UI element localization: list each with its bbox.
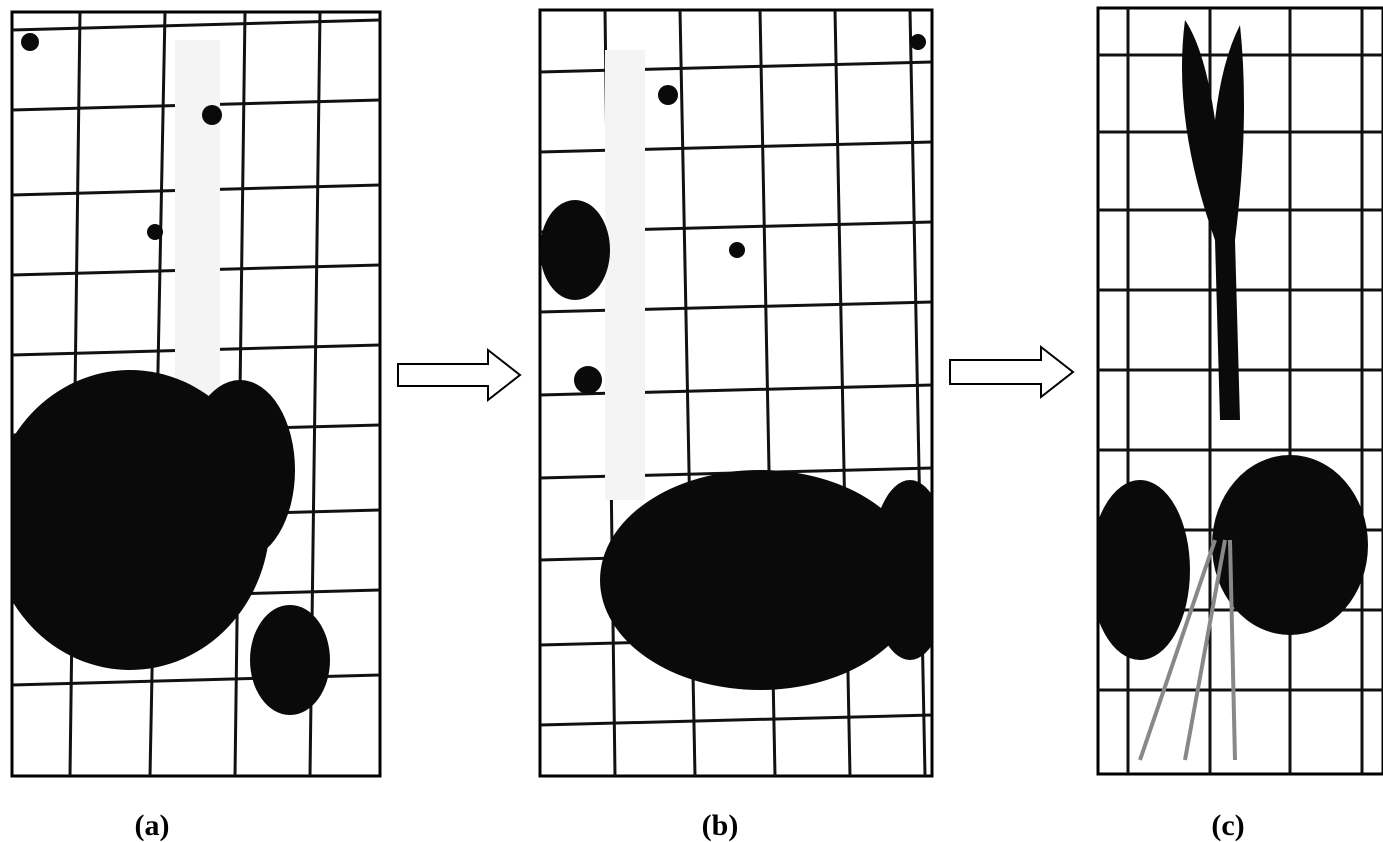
panel-label: (a)	[135, 809, 170, 842]
arrow	[398, 350, 520, 400]
photo-b	[540, 10, 950, 776]
figure: (a) (b) (c)	[0, 0, 1383, 842]
panel-label: (c)	[1211, 809, 1244, 842]
photo-c	[1090, 8, 1383, 774]
panel-label: (b)	[702, 809, 739, 842]
photo-a	[0, 12, 380, 776]
arrow	[950, 347, 1073, 397]
